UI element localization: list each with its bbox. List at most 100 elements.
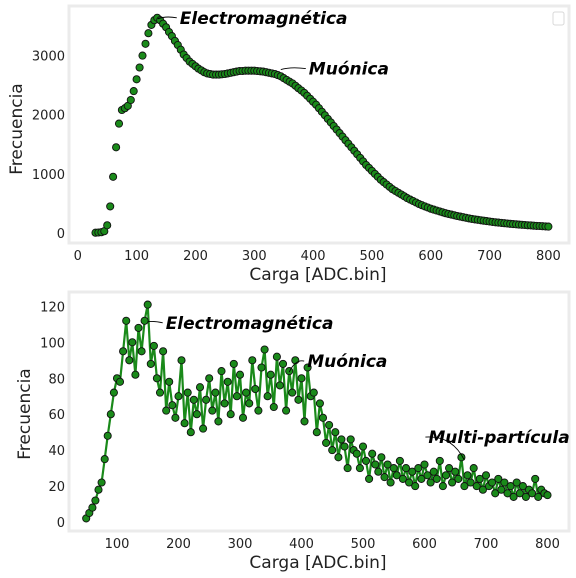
data-point: [270, 403, 277, 410]
x-ticks-bottom: 100 200 300 400 500 600 700 800: [105, 537, 560, 552]
data-point: [98, 479, 105, 486]
x-ticks-top: 0 100 200 300 400 500 600 700 800: [74, 249, 561, 264]
data-point: [532, 475, 539, 482]
data-point: [332, 429, 339, 436]
data-point: [206, 375, 213, 382]
data-point: [115, 120, 122, 127]
data-point: [133, 76, 140, 83]
data-point: [141, 317, 148, 324]
data-point: [200, 425, 207, 432]
data-point: [166, 378, 173, 385]
data-point: [258, 364, 265, 371]
data-point: [372, 461, 379, 468]
data-point: [452, 468, 459, 475]
y-tick-label: 120: [40, 300, 65, 315]
data-point: [89, 504, 96, 511]
y-ticks-bottom: 0 20 40 60 80 100 120: [40, 300, 65, 531]
data-point: [101, 456, 108, 463]
data-point: [366, 475, 373, 482]
data-point: [184, 389, 191, 396]
data-point: [116, 378, 123, 385]
data-point: [298, 375, 305, 382]
y-tick-label: 1000: [32, 168, 65, 183]
x-tick-label: 300: [228, 537, 253, 552]
data-point: [153, 375, 160, 382]
data-point: [421, 461, 428, 468]
data-point: [381, 474, 388, 481]
data-point: [172, 414, 179, 421]
data-point: [436, 457, 443, 464]
y-tick-label: 20: [48, 480, 65, 495]
annotation-label: Muónica: [307, 352, 387, 372]
data-point: [95, 486, 102, 493]
x-tick-label: 100: [105, 537, 130, 552]
data-point: [107, 203, 114, 210]
data-point: [123, 317, 130, 324]
data-point: [104, 222, 111, 229]
x-tick-label: 300: [242, 249, 267, 264]
data-point: [545, 223, 552, 230]
data-point: [139, 52, 146, 59]
data-point: [104, 432, 111, 439]
data-point: [396, 457, 403, 464]
data-point: [224, 378, 231, 385]
data-point: [544, 492, 551, 499]
data-point: [147, 360, 154, 367]
x-axis-label-bottom: Carga [ADC.bin]: [249, 553, 386, 573]
x-tick-label: 800: [535, 537, 560, 552]
x-tick-label: 800: [536, 249, 561, 264]
data-point: [353, 450, 360, 457]
x-tick-label: 600: [412, 537, 437, 552]
y-tick-label: 2000: [32, 109, 65, 124]
y-tick-label: 80: [48, 372, 65, 387]
data-point: [316, 400, 323, 407]
data-point: [378, 454, 385, 461]
data-point: [295, 396, 302, 403]
data-point: [387, 479, 394, 486]
data-point: [283, 407, 290, 414]
data-point: [144, 301, 151, 308]
data-point: [246, 400, 253, 407]
data-point: [292, 357, 299, 364]
data-point: [135, 324, 142, 331]
data-point: [255, 407, 262, 414]
data-point: [356, 465, 363, 472]
data-point: [249, 357, 256, 364]
data-point: [212, 389, 219, 396]
data-point: [215, 418, 222, 425]
data-point: [359, 443, 366, 450]
data-point: [120, 348, 127, 355]
data-point: [261, 346, 268, 353]
data-point: [196, 384, 203, 391]
data-point: [221, 400, 228, 407]
y-axis-label-top: Frecuencia: [7, 83, 27, 174]
data-point: [110, 389, 117, 396]
x-tick-label: 400: [301, 249, 326, 264]
data-point: [264, 393, 271, 400]
annotation-label: Muónica: [309, 60, 389, 80]
x-axis-label-top: Carga [ADC.bin]: [249, 265, 386, 285]
data-point: [107, 411, 114, 418]
data-point: [310, 389, 317, 396]
data-point: [227, 411, 234, 418]
data-point: [243, 389, 250, 396]
data-point: [390, 465, 397, 472]
legend-box: [553, 12, 564, 25]
data-point: [301, 418, 308, 425]
annotation-label: Electromagnética: [180, 9, 348, 29]
data-point: [239, 414, 246, 421]
data-point: [326, 421, 333, 428]
x-tick-label: 700: [474, 537, 499, 552]
x-tick-label: 200: [183, 249, 208, 264]
data-point: [203, 396, 210, 403]
x-tick-label: 0: [74, 249, 82, 264]
data-point: [442, 472, 449, 479]
data-point: [233, 393, 240, 400]
data-point: [156, 389, 163, 396]
y-tick-label: 0: [57, 227, 65, 242]
data-point: [150, 342, 157, 349]
data-point: [341, 443, 348, 450]
data-point: [430, 468, 437, 475]
data-point: [375, 468, 382, 475]
